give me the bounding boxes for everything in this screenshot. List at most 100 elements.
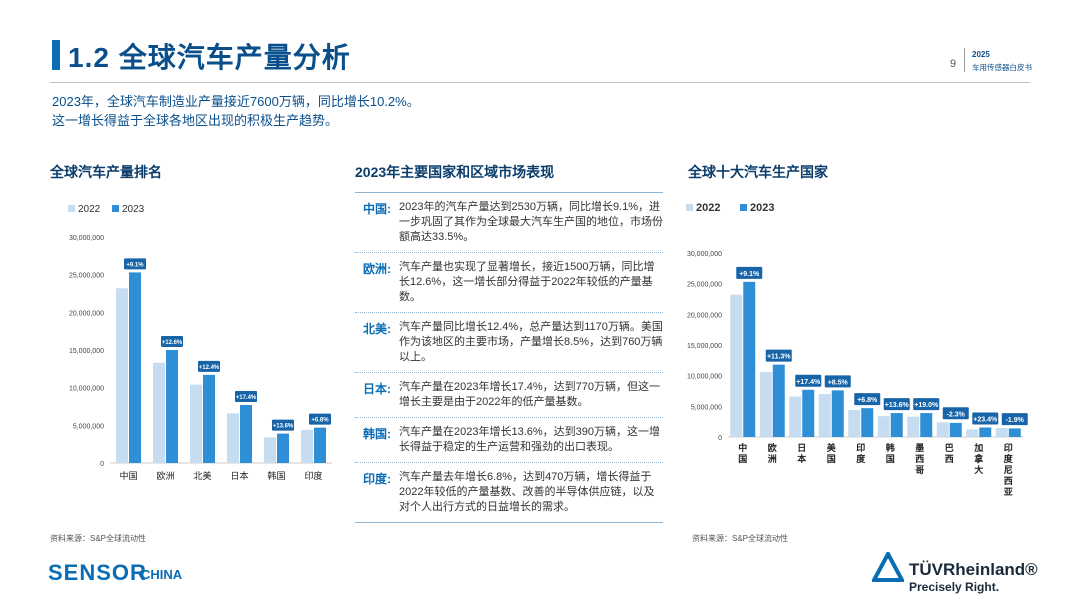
bar-2023 <box>1008 428 1021 437</box>
category-label-char: 中 <box>738 442 747 453</box>
bar-2023 <box>240 404 252 463</box>
category-label-char: 巴 <box>945 443 954 453</box>
market-row-text: 汽车产量去年增长6.8%，达到470万辆，增长得益于2022年较低的产量基数、改… <box>399 471 655 513</box>
tuv-logo-name: TÜVRheinland® <box>909 560 1038 579</box>
legend-swatch-2023 <box>740 204 747 211</box>
category-label-char: 度 <box>856 453 866 464</box>
bar-2023 <box>277 433 289 463</box>
growth-label: -1.9% <box>1006 417 1025 424</box>
bar-2022 <box>116 288 128 463</box>
category-label-char: 国 <box>886 454 895 464</box>
bar-2022 <box>301 429 313 463</box>
page-number: 9 <box>950 58 957 70</box>
growth-label: +12.6% <box>162 340 183 346</box>
bar-2022 <box>877 416 890 437</box>
market-row-text: 汽车产量同比增长12.4%，总产量达到1170万辆。美国作为该地区的主要市场，产… <box>399 321 663 363</box>
category-label-char: 哥 <box>915 465 924 475</box>
bar-2023 <box>203 374 215 463</box>
category-label-char: 美 <box>827 442 837 453</box>
market-row: 印度: 汽车产量去年增长6.8%，达到470万辆，增长得益于2022年较低的产量基… <box>355 463 663 523</box>
y-tick-label: 5,000,000 <box>73 423 104 430</box>
growth-label: +17.4% <box>796 379 821 386</box>
bar-2023 <box>129 272 141 463</box>
bar-2023 <box>743 281 756 437</box>
report-year: 2025 <box>972 50 990 59</box>
market-row: 欧洲: 汽车产量也实现了显著增长，接近1500万辆，同比增长12.6%，这一增长部… <box>355 253 663 313</box>
category-label-char: 大 <box>974 464 983 475</box>
market-row-text: 汽车产量也实现了显著增长，接近1500万辆，同比增长12.6%，这一增长部分得益… <box>399 261 655 303</box>
legend-label-2022: 2022 <box>78 204 101 215</box>
legend-swatch-2022 <box>686 204 693 211</box>
intro-text: 2023年，全球汽车制造业产量接近7600万辆，同比增长10.2%。 这一增长得… <box>52 92 420 130</box>
growth-label: +8.5% <box>828 379 849 386</box>
bar-2022 <box>789 396 802 437</box>
growth-label-box <box>765 349 792 362</box>
growth-label-box <box>972 412 999 425</box>
y-tick-label: 10,000,000 <box>687 374 722 381</box>
growth-label-box <box>272 419 294 431</box>
category-label-char: 印 <box>1004 442 1013 453</box>
growth-label-box <box>854 393 881 406</box>
legend-label-2023: 2023 <box>750 202 774 214</box>
category-label-char: 韩 <box>886 442 895 453</box>
category-label-char: 拿 <box>973 453 984 464</box>
regional-production-chart: 2022 2023 0 5,000,000 10,000,000 15,000,000 20… <box>68 204 332 481</box>
category-label-char: 西 <box>945 454 954 464</box>
growth-label: +13.6% <box>273 424 294 430</box>
category-label: 欧洲 <box>156 470 174 481</box>
growth-label-box <box>124 258 146 270</box>
category-label: 北美 <box>193 470 211 481</box>
market-row-label: 印度: <box>363 472 391 486</box>
bar-2023 <box>831 390 844 437</box>
growth-label: +9.1% <box>126 262 144 268</box>
growth-label: -2.3% <box>947 411 966 418</box>
list-top-rule <box>355 192 663 193</box>
category-label-char: 墨 <box>915 443 924 453</box>
tuv-slogan: Precisely Right. <box>909 580 1000 594</box>
y-tick-label: 25,000,000 <box>687 282 722 289</box>
growth-label: +13.6% <box>885 402 910 409</box>
category-label-char: 西 <box>915 454 924 464</box>
legend-label-2023: 2023 <box>122 204 145 215</box>
y-tick-label: 15,000,000 <box>687 343 722 350</box>
market-performance-list: 中国: 2023年的汽车产量达到2530万辆，同比增长9.1%，进一步巩固了其作为… <box>355 192 663 523</box>
category-label-char: 度 <box>1004 453 1014 464</box>
bar-2023 <box>979 427 992 437</box>
market-row: 中国: 2023年的汽车产量达到2530万辆，同比增长9.1%，进一步巩固了其作为… <box>355 193 663 253</box>
y-tick-label: 15,000,000 <box>69 348 104 355</box>
top10-countries-chart: 2022 2023 0 5,000,000 10,000,000 15,000,000 20… <box>686 202 1028 497</box>
y-tick-label: 5,000,000 <box>691 404 722 411</box>
header-rule <box>50 82 1030 83</box>
tuv-triangle-icon <box>872 552 904 582</box>
bar-2022 <box>730 294 743 437</box>
header-divider <box>964 48 965 72</box>
growth-label-box <box>824 375 851 388</box>
middle-section-title: 2023年主要国家和区域市场表现 <box>355 164 555 180</box>
category-label-char: 国 <box>827 454 836 464</box>
market-row: 北美: 汽车产量同比增长12.4%，总产量达到1170万辆。美国作为该地区的主要市… <box>355 313 663 373</box>
growth-label: +17.4% <box>236 395 257 401</box>
y-tick-label: 10,000,000 <box>69 386 104 393</box>
growth-label-box <box>309 413 331 425</box>
bar-2022 <box>995 428 1008 437</box>
category-label-char: 印 <box>856 442 865 453</box>
legend-swatch-2022 <box>68 205 75 212</box>
y-tick-label: 25,000,000 <box>69 273 104 280</box>
market-row-label: 北美: <box>363 322 391 336</box>
bar-2023 <box>166 350 178 463</box>
market-row-label: 日本: <box>363 382 391 396</box>
category-label-char: 亚 <box>1004 487 1013 497</box>
left-chart-title: 全球汽车产量排名 <box>50 164 162 180</box>
growth-label-box <box>198 360 220 372</box>
bar-2022 <box>907 416 920 437</box>
category-label: 韩国 <box>267 470 285 481</box>
bar-2022 <box>936 422 949 437</box>
y-tick-label: 20,000,000 <box>69 310 104 317</box>
y-tick-label: 20,000,000 <box>687 312 722 319</box>
growth-label: +6.8% <box>311 418 329 424</box>
category-label-char: 加 <box>973 442 983 453</box>
category-label: 日本 <box>230 470 248 481</box>
market-row-label: 中国: <box>363 202 391 216</box>
category-label-char: 日 <box>797 443 806 453</box>
category-label-char: 尼 <box>1004 465 1013 475</box>
